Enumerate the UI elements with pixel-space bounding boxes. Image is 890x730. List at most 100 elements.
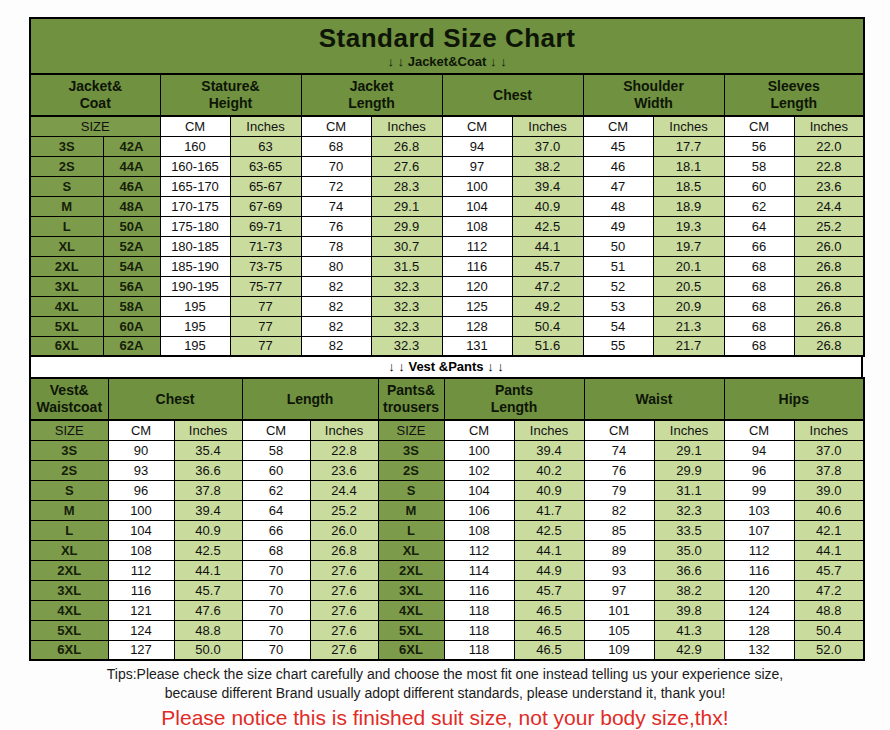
value-cell: 18.5 (653, 176, 724, 196)
column-header-jacket-length: Jacket Length (301, 74, 442, 116)
value-cell: 105 (584, 620, 654, 640)
value-cell: 116 (108, 580, 174, 600)
value-cell: 73-75 (230, 256, 301, 276)
value-cell: 104 (442, 196, 512, 216)
value-cell: 68 (301, 136, 371, 156)
table-row: M10039.46425.2M10641.78232.310340.6 (30, 500, 864, 520)
value-cell: 66 (242, 520, 310, 540)
value-cell: 26.8 (794, 336, 864, 356)
size-cell: 2S (378, 460, 444, 480)
value-cell: 195 (160, 296, 230, 316)
value-cell: 45 (583, 136, 653, 156)
size-cell: M (30, 196, 103, 216)
value-cell: 25.2 (310, 500, 378, 520)
value-cell: 58 (242, 440, 310, 460)
value-cell: 180-185 (160, 236, 230, 256)
value-cell: 108 (108, 540, 174, 560)
table-row: 3S9035.45822.83S10039.47429.19437.0 (30, 440, 864, 460)
value-cell: 96 (108, 480, 174, 500)
value-cell: 103 (724, 500, 794, 520)
size-cell: 52A (103, 236, 160, 256)
table-row: 6XL12750.07027.66XL11846.510942.913252.0 (30, 640, 864, 660)
value-cell: 47.2 (794, 580, 864, 600)
value-cell: 77 (230, 336, 301, 356)
size-cell: 3S (378, 440, 444, 460)
value-cell: 97 (442, 156, 512, 176)
vest-pants-section-label: ↓ ↓ Vest &Pants ↓ ↓ (29, 357, 863, 377)
value-cell: 26.8 (371, 136, 442, 156)
cm-label: CM (242, 420, 310, 440)
value-cell: 20.5 (653, 276, 724, 296)
value-cell: 175-180 (160, 216, 230, 236)
value-cell: 49 (583, 216, 653, 236)
vest-table-body: 3S9035.45822.83S10039.47429.19437.02S933… (30, 440, 864, 660)
size-cell: 3S (30, 440, 108, 460)
size-cell: 62A (103, 336, 160, 356)
value-cell: 27.6 (310, 620, 378, 640)
value-cell: 100 (444, 440, 514, 460)
value-cell: 29.1 (371, 196, 442, 216)
value-cell: 37.0 (512, 136, 583, 156)
value-cell: 27.6 (310, 560, 378, 580)
size-cell: 54A (103, 256, 160, 276)
value-cell: 36.6 (174, 460, 242, 480)
size-cell: S (378, 480, 444, 500)
jacket-table-body: 3S42A160636826.89437.04517.75622.02S44A1… (30, 136, 864, 356)
value-cell: 48 (583, 196, 653, 216)
value-cell: 45.7 (512, 256, 583, 276)
value-cell: 65-67 (230, 176, 301, 196)
value-cell: 48.8 (794, 600, 864, 620)
value-cell: 70 (242, 620, 310, 640)
cm-label: CM (724, 420, 794, 440)
tips-line-1: Tips:Please check the size chart careful… (0, 665, 890, 684)
value-cell: 64 (242, 500, 310, 520)
column-header-vest-chest: Chest (108, 378, 242, 420)
value-cell: 45.7 (514, 580, 584, 600)
table-row: 4XL58A195778232.312549.25320.96826.8 (30, 296, 864, 316)
value-cell: 38.2 (512, 156, 583, 176)
value-cell: 120 (442, 276, 512, 296)
value-cell: 128 (442, 316, 512, 336)
value-cell: 124 (108, 620, 174, 640)
table-row: 3S42A160636826.89437.04517.75622.0 (30, 136, 864, 156)
value-cell: 32.3 (371, 296, 442, 316)
value-cell: 32.3 (654, 500, 724, 520)
column-header-chest: Chest (442, 74, 583, 116)
table-row: 5XL60A195778232.312850.45421.36826.8 (30, 316, 864, 336)
value-cell: 49.2 (512, 296, 583, 316)
value-cell: 76 (301, 216, 371, 236)
value-cell: 26.8 (794, 316, 864, 336)
value-cell: 44.9 (514, 560, 584, 580)
cm-label: CM (160, 116, 230, 136)
value-cell: 56 (724, 136, 794, 156)
value-cell: 32.3 (371, 316, 442, 336)
vest-unit-header-row: SIZE CM Inches CM Inches SIZE CM Inches … (30, 420, 864, 440)
value-cell: 112 (444, 540, 514, 560)
value-cell: 50.4 (794, 620, 864, 640)
size-cell: 3S (30, 136, 103, 156)
value-cell: 23.6 (794, 176, 864, 196)
value-cell: 68 (242, 540, 310, 560)
value-cell: 52 (583, 276, 653, 296)
size-cell: 6XL (378, 640, 444, 660)
size-cell: M (30, 500, 108, 520)
cm-label: CM (583, 116, 653, 136)
value-cell: 39.4 (174, 500, 242, 520)
value-cell: 79 (584, 480, 654, 500)
size-cell: 2XL (378, 560, 444, 580)
size-cell: 2S (30, 156, 103, 176)
column-header-waist: Waist (584, 378, 724, 420)
value-cell: 68 (724, 276, 794, 296)
table-row: 2S9336.66023.62S10240.27629.99637.8 (30, 460, 864, 480)
value-cell: 26.0 (794, 236, 864, 256)
table-row: 4XL12147.67027.64XL11846.510139.812448.8 (30, 600, 864, 620)
value-cell: 39.0 (794, 480, 864, 500)
size-cell: XL (30, 540, 108, 560)
value-cell: 50 (583, 236, 653, 256)
size-cell: XL (378, 540, 444, 560)
value-cell: 63-65 (230, 156, 301, 176)
value-cell: 29.9 (654, 460, 724, 480)
value-cell: 77 (230, 316, 301, 336)
value-cell: 82 (301, 336, 371, 356)
value-cell: 38.2 (654, 580, 724, 600)
